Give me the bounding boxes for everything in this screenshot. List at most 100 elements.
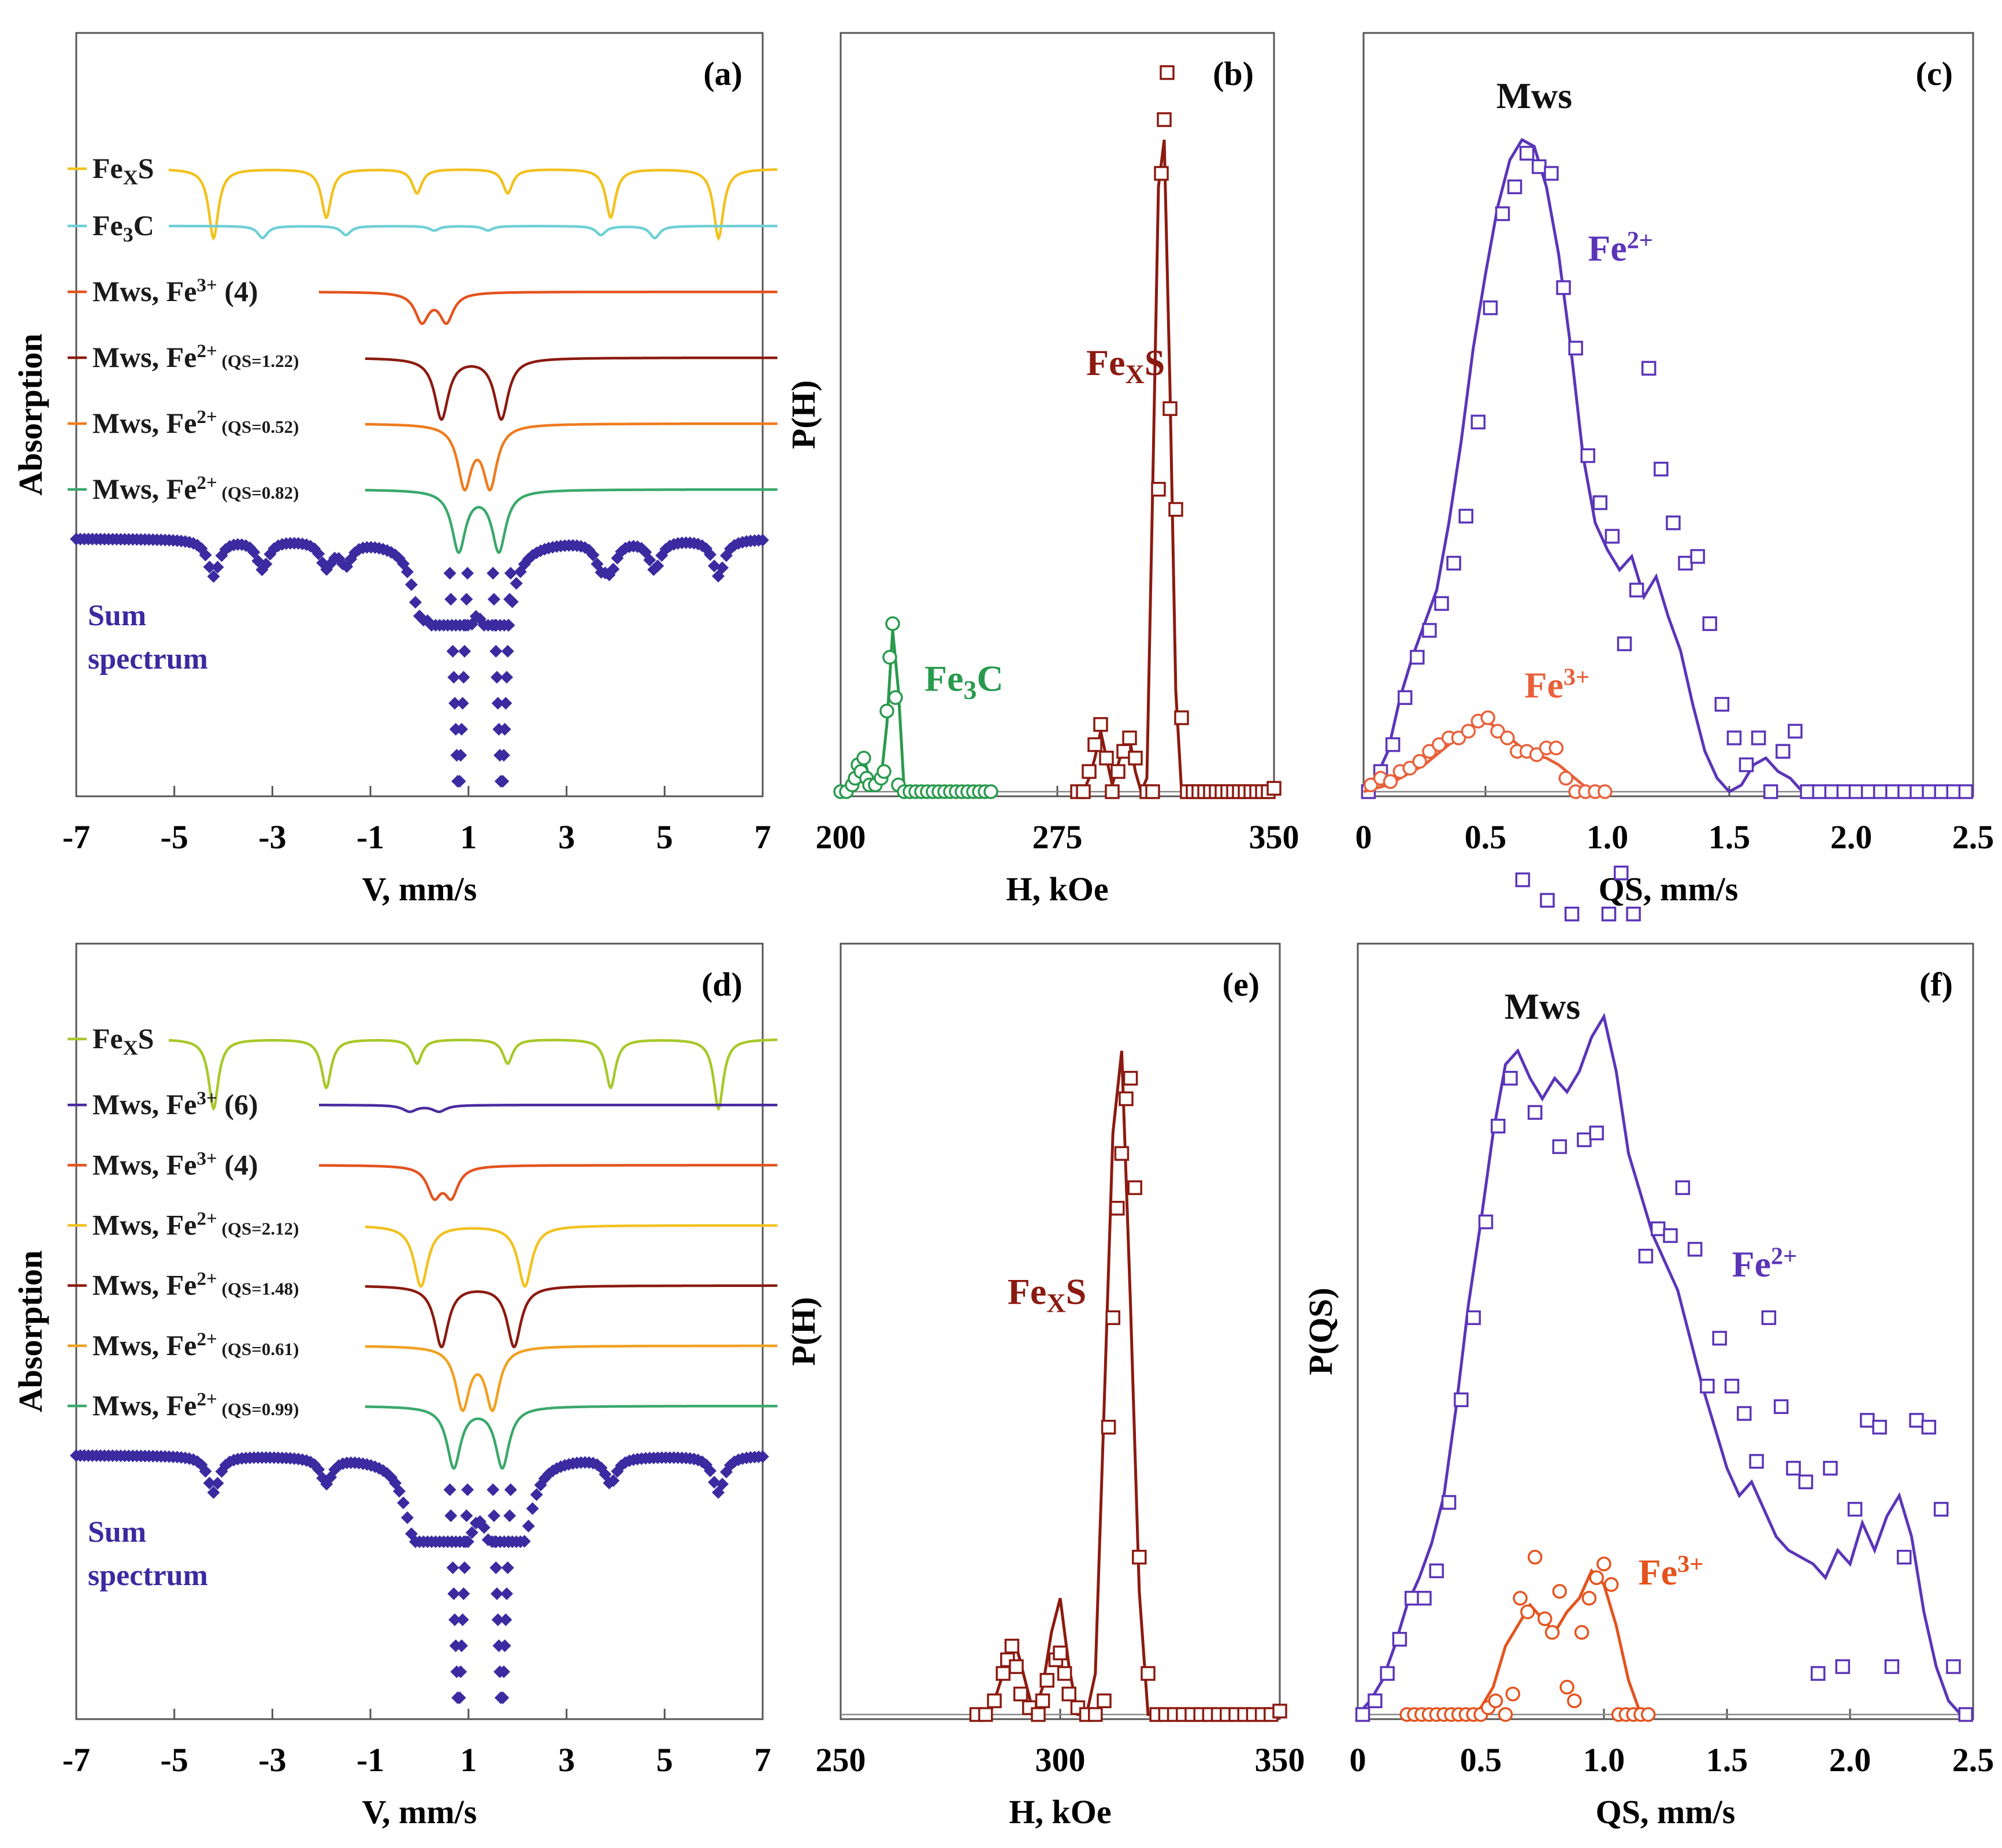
series-point [1786,1461,1801,1476]
panel-title: Mws [1496,75,1573,116]
sum-spectrum-point [491,697,504,710]
x-tick-label: 2.5 [1952,818,1994,856]
series-point [1884,1659,1900,1674]
series-line-1 [841,630,910,793]
series-point [1507,179,1522,195]
sum-spectrum-point [454,749,467,762]
sum-spectrum-point [716,561,729,574]
series-line-1 [1407,1568,1654,1716]
series-point [1909,1413,1924,1428]
sum-spectrum-point [211,1476,224,1490]
series-point [1812,784,1827,799]
series-point [879,703,894,719]
series-point [1527,1105,1543,1120]
subspectrum-label: Mws, Fe2+ (QS=1.22) [92,341,299,373]
series-point [1513,1590,1528,1606]
series-point [1105,1310,1120,1326]
series-point [1824,784,1839,799]
series-point [1432,737,1447,752]
series-point [987,1693,1002,1709]
series-label: FeXS [1086,342,1165,389]
series-point [1422,744,1437,759]
sum-spectrum-point [445,1535,459,1548]
series-point [1266,781,1282,796]
sum-spectrum-point [397,1496,410,1509]
plot-frame [75,32,764,797]
sum-spectrum-point [465,1526,478,1539]
sum-spectrum-point [496,1691,510,1704]
series-point [1604,529,1620,544]
series-point [1675,1180,1691,1196]
x-tick-label: -5 [161,1741,188,1779]
sum-spectrum-point [497,749,510,762]
series-point [1404,1590,1420,1606]
sum-spectrum-point [501,645,514,658]
series-point [1773,1399,1789,1414]
series-point [1151,481,1166,497]
sum-spectrum-point [530,1488,543,1501]
series-line-0 [1357,1012,1973,1716]
sum-spectrum-point [501,1561,514,1574]
sum-spectrum-point [443,567,456,580]
series-point [1640,1707,1656,1722]
series-point [1763,784,1778,799]
x-tick-label: -5 [161,818,188,856]
series-point [1848,784,1864,799]
sum-label-2: spectrum [88,643,208,676]
subspectrum-label: Mws, Fe3+ (6) [92,1088,258,1120]
series-point [1896,1549,1912,1565]
series-point [1490,723,1505,739]
sum-spectrum-point [457,1587,470,1600]
series-point [1564,906,1580,922]
sum-spectrum-point [607,562,620,576]
sum-spectrum-point [444,593,458,606]
series-point [1548,740,1564,756]
panel-b: 200 275 350 H, kOe P(H) (b) FeXS Fe3C [785,32,1299,908]
plot-frame [1357,942,1974,1720]
series-point [1798,1474,1814,1490]
x-tick-label: -1 [356,818,384,856]
series-point [1776,744,1791,759]
sum-spectrum-point [444,1509,458,1522]
series-point [1650,1221,1666,1237]
series-point [1145,784,1160,799]
sum-spectrum-point [445,619,459,632]
series-point [1470,414,1486,430]
x-tick-label: 275 [1032,818,1083,856]
y-axis-label: P(QS) [1302,1287,1339,1375]
series-point [1422,623,1437,638]
sum-spectrum-point [447,1587,460,1600]
sum-spectrum-point [491,1587,504,1600]
subspectrum-label: Mws, Fe2+ (QS=0.52) [92,407,299,439]
series-point [1559,1679,1574,1695]
series-point [1552,1584,1568,1599]
sum-spectrum-point [510,577,523,590]
sum-spectrum-point [453,775,466,788]
sum-spectrum-point [207,570,220,583]
series-point [1910,784,1925,799]
series-point [1099,751,1114,766]
series-point [1076,784,1091,799]
series-label: Fe2+ [1588,227,1653,269]
sum-spectrum-point [409,596,422,609]
subspectrum-2 [319,290,778,325]
sum-spectrum-point [503,1509,517,1522]
sum-spectrum-point [756,533,769,547]
series-point [1093,717,1108,732]
sum-spectrum-point [405,578,418,591]
series-point [1035,1693,1050,1709]
subspectrum-5 [365,488,778,554]
series-point [1726,730,1742,745]
series-point [1132,1549,1147,1565]
series-point [888,690,903,705]
series-point [1503,1071,1518,1086]
series-point [1614,865,1629,881]
panel-label: (b) [1213,55,1254,92]
series-point [1110,1201,1125,1216]
subspectrum-0 [168,168,778,242]
series-point [1946,1659,1961,1674]
sum-spectrum-point [460,593,473,606]
series-point [983,784,998,799]
panel-label: (a) [703,55,742,92]
